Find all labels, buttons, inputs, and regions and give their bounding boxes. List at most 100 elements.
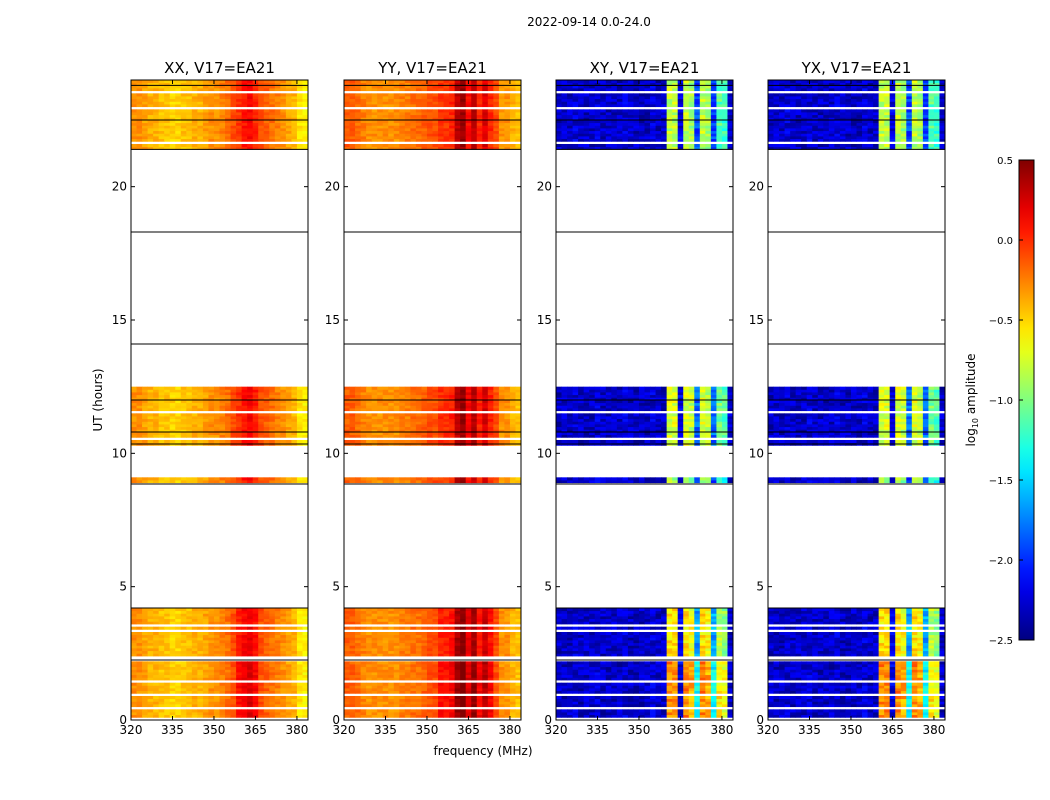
heatmap-cell	[438, 400, 444, 404]
heatmap-cell	[421, 616, 428, 620]
heatmap-cell	[175, 634, 182, 638]
heatmap-cell	[131, 93, 137, 97]
heatmap-cell	[280, 480, 287, 484]
heatmap-cell	[269, 85, 276, 89]
heatmap-cell	[302, 120, 309, 124]
heatmap-cell	[247, 392, 254, 396]
heatmap-cell	[219, 88, 226, 92]
heatmap-cell	[515, 613, 522, 617]
heatmap-cell	[147, 85, 154, 89]
heatmap-cell	[191, 682, 198, 686]
heatmap-cell	[263, 685, 270, 689]
heatmap-cell	[344, 709, 350, 713]
heatmap-cell	[131, 96, 137, 100]
heatmap-cell	[208, 690, 215, 694]
heatmap-cell	[410, 672, 417, 676]
heatmap-cell	[252, 389, 259, 393]
heatmap-cell	[504, 112, 511, 116]
heatmap-cell	[404, 432, 411, 436]
heatmap-cell	[344, 701, 350, 705]
heatmap-cell	[191, 690, 198, 694]
heatmap-cell	[371, 632, 378, 636]
heatmap-cell	[465, 677, 472, 681]
heatmap-cell	[291, 613, 298, 617]
heatmap-cell	[421, 101, 428, 105]
heatmap-cell	[142, 426, 148, 430]
heatmap-cell	[258, 109, 265, 113]
heatmap-cell	[371, 136, 378, 140]
heatmap-cell	[230, 418, 237, 422]
heatmap-cell	[388, 408, 395, 412]
heatmap-cell	[438, 392, 444, 396]
heatmap-cell	[153, 653, 160, 657]
heatmap-cell	[280, 696, 287, 700]
heatmap-cell	[274, 392, 281, 396]
heatmap-cell	[247, 626, 254, 630]
heatmap-cell	[449, 690, 456, 694]
heatmap-cell	[504, 400, 511, 404]
heatmap-cell	[158, 672, 165, 676]
heatmap-cell	[247, 144, 254, 148]
heatmap-cell	[360, 93, 367, 97]
heatmap-cell	[269, 114, 276, 118]
heatmap-cell	[219, 616, 226, 620]
heatmap-cell	[225, 80, 231, 84]
heatmap-cell	[465, 440, 472, 444]
heatmap-cell	[487, 392, 494, 396]
heatmap-cell	[302, 82, 309, 86]
heatmap-cell	[421, 664, 428, 668]
heatmap-cell	[296, 650, 303, 654]
heatmap-cell	[432, 714, 439, 718]
heatmap-cell	[269, 400, 276, 404]
heatmap-cell	[164, 666, 171, 670]
heatmap-cell	[197, 397, 204, 401]
heatmap-cell	[131, 613, 137, 617]
heatmap-cell	[213, 432, 220, 436]
heatmap-cell	[302, 386, 309, 390]
heatmap-cell	[399, 392, 406, 396]
heatmap-cell	[219, 698, 226, 702]
heatmap-cell	[349, 117, 356, 121]
heatmap-cell	[236, 480, 243, 484]
heatmap-cell	[241, 674, 248, 678]
heatmap-cell	[404, 664, 411, 668]
heatmap-cell	[252, 104, 259, 108]
heatmap-cell	[482, 640, 489, 644]
heatmap-cell	[296, 112, 303, 116]
heatmap-cell	[164, 672, 171, 676]
heatmap-cell	[147, 618, 154, 622]
heatmap-cell	[136, 120, 143, 124]
heatmap-cell	[476, 674, 483, 678]
heatmap-cell	[371, 685, 378, 689]
heatmap-cell	[153, 96, 160, 100]
heatmap-cell	[230, 101, 237, 105]
heatmap-cell	[136, 93, 143, 97]
heatmap-cell	[482, 109, 489, 113]
heatmap-cell	[258, 416, 265, 420]
heatmap-cell	[164, 413, 171, 417]
heatmap-cell	[263, 696, 270, 700]
heatmap-cell	[471, 101, 478, 105]
heatmap-cell	[482, 648, 489, 652]
heatmap-cell	[247, 93, 254, 97]
heatmap-cell	[515, 674, 522, 678]
heatmap-cell	[236, 610, 243, 614]
heatmap-cell	[296, 96, 303, 100]
heatmap-cell	[197, 672, 204, 676]
heatmap-cell	[153, 688, 160, 692]
heatmap-cell	[360, 608, 367, 612]
heatmap-cell	[241, 709, 248, 713]
heatmap-cell	[142, 640, 148, 644]
heatmap-cell	[404, 421, 411, 425]
heatmap-cell	[142, 432, 148, 436]
heatmap-cell	[213, 392, 220, 396]
heatmap-cell	[404, 400, 411, 404]
heatmap-cell	[258, 477, 265, 481]
heatmap-cell	[421, 114, 428, 118]
heatmap-cell	[247, 397, 254, 401]
heatmap-cell	[142, 85, 148, 89]
heatmap-cell	[131, 114, 137, 118]
heatmap-cell	[404, 714, 411, 718]
heatmap-cell	[158, 394, 165, 398]
heatmap-cell	[460, 626, 467, 630]
